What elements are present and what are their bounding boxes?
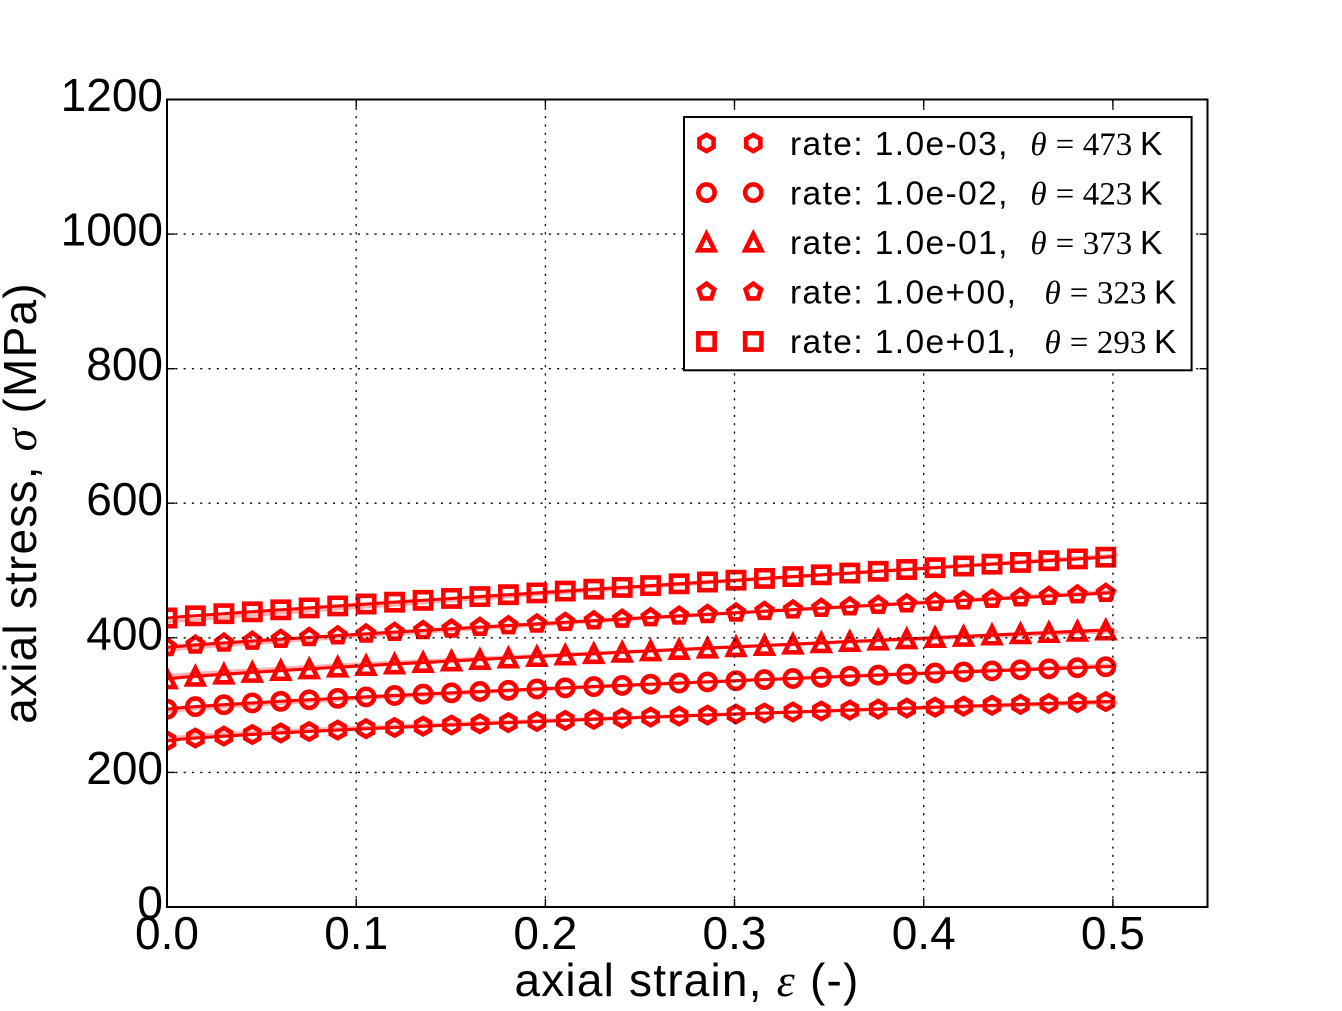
- svg-text:θ=293: θ = 293: [1045, 325, 1147, 361]
- svg-text:600: 600: [86, 473, 163, 525]
- svg-text:0.2: 0.2: [513, 907, 577, 959]
- svg-text:rate: 1.0e+00,: rate: 1.0e+00,: [790, 275, 1017, 312]
- svg-text:rate: 1.0e-01,: rate: 1.0e-01,: [790, 225, 1009, 262]
- svg-text:1200: 1200: [61, 69, 163, 121]
- svg-text:200: 200: [86, 742, 163, 794]
- svg-text:θ=373: θ = 373: [1030, 226, 1132, 262]
- svg-text:0.4: 0.4: [892, 907, 956, 959]
- svg-text:axial strain, ε (-): axial strain, ε (-): [514, 954, 859, 1006]
- svg-text:rate: 1.0e-03,: rate: 1.0e-03,: [790, 126, 1009, 163]
- svg-text:0.5: 0.5: [1081, 907, 1145, 959]
- svg-text:K: K: [1140, 175, 1162, 212]
- svg-text:θ=423: θ = 423: [1030, 176, 1132, 212]
- svg-text:rate: 1.0e+01,: rate: 1.0e+01,: [790, 324, 1017, 361]
- svg-text:0: 0: [137, 877, 163, 929]
- svg-text:K: K: [1154, 275, 1176, 312]
- svg-text:1000: 1000: [61, 204, 163, 256]
- svg-text:rate: 1.0e-02,: rate: 1.0e-02,: [790, 175, 1009, 212]
- svg-text:400: 400: [86, 607, 163, 659]
- svg-text:axial stress, σ (MPa): axial stress, σ (MPa): [0, 282, 46, 724]
- svg-text:θ=323: θ = 323: [1045, 276, 1147, 312]
- svg-text:0.0: 0.0: [135, 907, 199, 959]
- svg-text:0.3: 0.3: [703, 907, 767, 959]
- svg-text:K: K: [1140, 225, 1162, 262]
- svg-text:800: 800: [86, 338, 163, 390]
- svg-text:K: K: [1140, 126, 1162, 163]
- svg-text:0.1: 0.1: [324, 907, 388, 959]
- svg-text:θ=473: θ = 473: [1030, 127, 1132, 163]
- svg-text:K: K: [1154, 324, 1176, 361]
